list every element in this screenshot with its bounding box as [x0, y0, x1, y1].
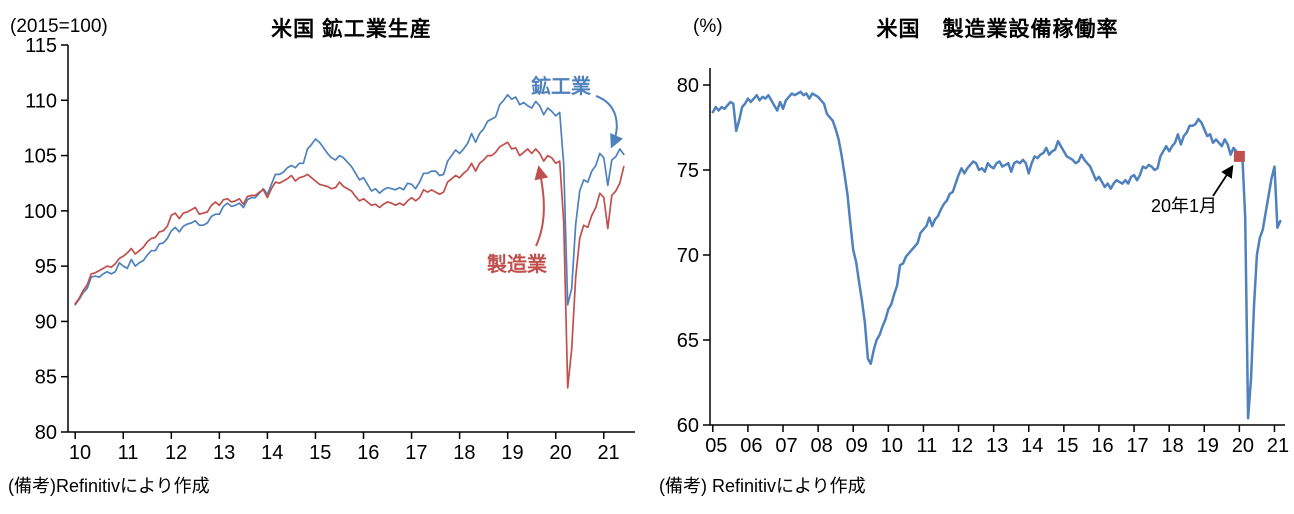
- capacity-utilization-chart: (%) 米国 製造業設備稼働率 60 65 70 75 80 05 06 07 08 09 10 11…: [655, 0, 1294, 514]
- svg-text:95: 95: [35, 256, 57, 278]
- svg-text:110: 110: [25, 90, 57, 112]
- svg-text:75: 75: [677, 160, 699, 182]
- svg-text:19: 19: [1197, 435, 1219, 457]
- svg-text:10: 10: [69, 442, 91, 464]
- svg-text:07: 07: [775, 435, 797, 457]
- right-source-note: (備考) Refinitivにより作成: [659, 476, 866, 496]
- svg-text:100: 100: [24, 201, 57, 223]
- svg-text:21: 21: [597, 442, 619, 464]
- left-chart-title: 米国 鉱工業生産: [271, 18, 432, 41]
- svg-text:16: 16: [1091, 435, 1113, 457]
- chart-svg-1: 60 65 70 75 80 05 06 07 08 09 10 11 12 13 14 15 16 17 18 19…: [677, 68, 1289, 457]
- series-label-mining-industry: 鉱工業: [531, 76, 591, 98]
- left-source-note: (備考)Refinitivにより作成: [8, 476, 210, 496]
- svg-text:19: 19: [501, 442, 523, 464]
- svg-text:11: 11: [118, 442, 139, 464]
- series-label-manufacturing: 製造業: [487, 254, 547, 276]
- svg-text:11: 11: [917, 435, 938, 457]
- svg-text:05: 05: [705, 435, 727, 457]
- svg-text:15: 15: [309, 442, 331, 464]
- svg-text:20: 20: [1232, 435, 1254, 457]
- svg-text:105: 105: [24, 146, 57, 168]
- svg-text:20: 20: [549, 442, 571, 464]
- svg-text:65: 65: [677, 330, 699, 352]
- industrial-production-chart: (2015=100) 米国 鉱工業生産 80 85 90 95 100 105 110 115…: [8, 16, 635, 496]
- svg-text:85: 85: [35, 367, 57, 389]
- svg-text:90: 90: [35, 311, 57, 333]
- svg-text:12: 12: [165, 442, 187, 464]
- svg-text:08: 08: [811, 435, 833, 457]
- svg-text:70: 70: [677, 245, 699, 267]
- svg-text:14: 14: [1021, 435, 1043, 457]
- svg-text:06: 06: [740, 435, 762, 457]
- svg-text:17: 17: [1126, 435, 1148, 457]
- chart-svg-0: 80 85 90 95 100 105 110 115 10 11 12 13 14 15 16 17 18 19…: [24, 35, 635, 464]
- svg-text:12: 12: [951, 435, 973, 457]
- left-axis-unit-label: (2015=100): [10, 16, 108, 37]
- svg-text:10: 10: [881, 435, 903, 457]
- right-axis-unit-label: (%): [693, 16, 723, 37]
- svg-text:18: 18: [453, 442, 475, 464]
- svg-text:80: 80: [677, 75, 699, 97]
- svg-text:60: 60: [677, 415, 699, 437]
- svg-text:13: 13: [986, 435, 1008, 457]
- svg-text:15: 15: [1056, 435, 1078, 457]
- svg-text:17: 17: [405, 442, 427, 464]
- svg-text:09: 09: [846, 435, 868, 457]
- svg-text:115: 115: [25, 35, 57, 57]
- jan-2020-annotation: 20年1月: [1151, 196, 1218, 216]
- svg-text:16: 16: [357, 442, 379, 464]
- svg-text:18: 18: [1162, 435, 1184, 457]
- right-chart-title: 米国 製造業設備稼働率: [876, 18, 1119, 41]
- svg-text:13: 13: [213, 442, 235, 464]
- svg-text:14: 14: [261, 442, 283, 464]
- svg-text:80: 80: [35, 422, 57, 444]
- svg-text:21: 21: [1267, 435, 1289, 457]
